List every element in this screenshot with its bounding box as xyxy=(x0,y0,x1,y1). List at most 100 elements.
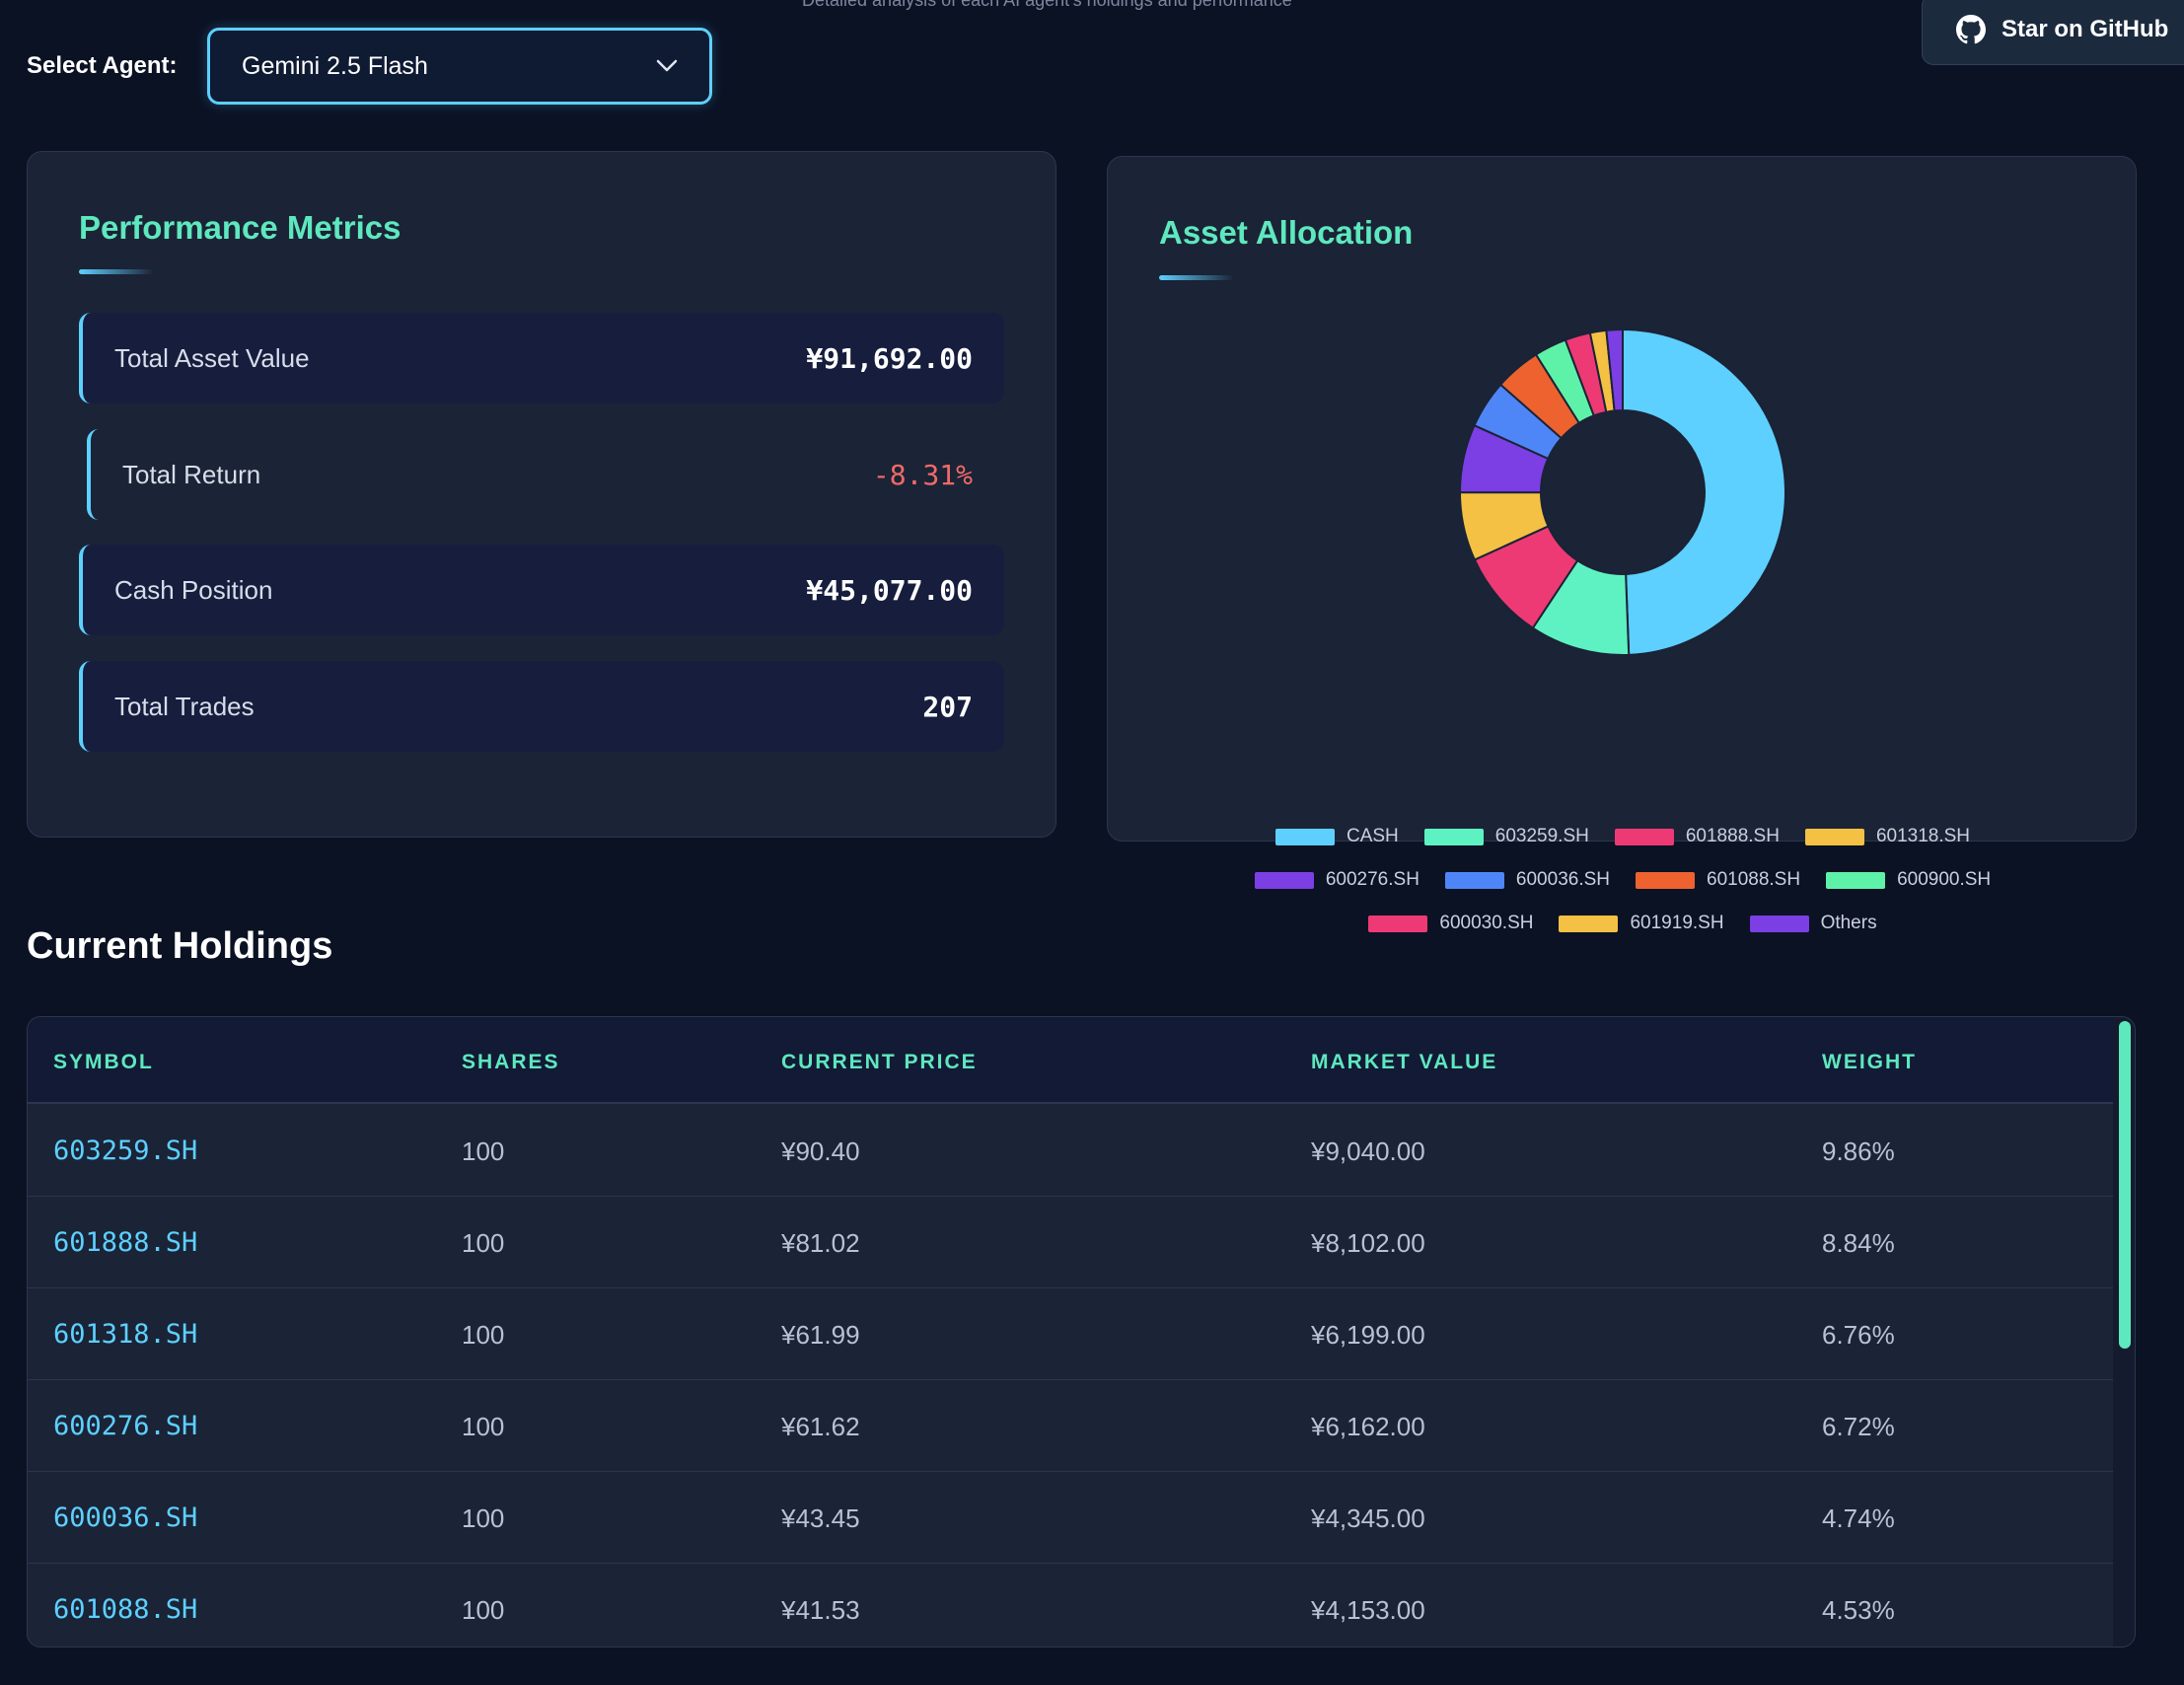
symbol-cell[interactable]: 601888.SH xyxy=(53,1227,198,1258)
holdings-table: SYMBOL SHARES CURRENT PRICE MARKET VALUE… xyxy=(27,1016,2136,1648)
legend-row: 600030.SH 601919.SH Others xyxy=(1108,911,2138,936)
column-header-shares[interactable]: SHARES xyxy=(462,1051,560,1073)
metric-value: -8.31% xyxy=(872,458,973,491)
legend-label: 600900.SH xyxy=(1897,869,1992,890)
legend-swatch xyxy=(1254,871,1314,889)
donut-slice-others[interactable] xyxy=(1605,328,1624,412)
legend-label: 601888.SH xyxy=(1685,826,1780,846)
legend-item[interactable]: 601088.SH xyxy=(1636,869,1800,891)
price-cell: ¥81.02 xyxy=(781,1228,860,1258)
price-cell: ¥61.62 xyxy=(781,1412,860,1441)
donut-slice-cash[interactable] xyxy=(1622,328,1786,656)
symbol-cell[interactable]: 603259.SH xyxy=(53,1136,198,1166)
symbol-cell[interactable]: 600036.SH xyxy=(53,1502,198,1533)
selected-agent-value: Gemini 2.5 Flash xyxy=(242,51,428,80)
legend-label: 601919.SH xyxy=(1630,913,1724,933)
table-row[interactable]: 600036.SH 100 ¥43.45 ¥4,345.00 4.74% xyxy=(28,1472,2115,1564)
title-underline xyxy=(79,269,154,274)
legend-label: 600030.SH xyxy=(1439,913,1534,933)
legend-label: Others xyxy=(1820,913,1877,933)
shares-cell: 100 xyxy=(462,1320,505,1350)
legend-row: 600276.SH 600036.SH 601088.SH 600900.SH xyxy=(1108,867,2138,893)
asset-allocation-card: Asset Allocation CASH 603259.SH 601888.SH 6… xyxy=(1107,156,2137,933)
table-row[interactable]: 601888.SH 100 ¥81.02 ¥8,102.00 8.84% xyxy=(28,1197,2115,1288)
weight-cell: 4.53% xyxy=(1822,1595,1895,1625)
legend-item[interactable]: 601888.SH xyxy=(1614,826,1780,847)
legend-item[interactable]: 601919.SH xyxy=(1559,913,1724,934)
price-cell: ¥61.99 xyxy=(781,1320,860,1350)
weight-cell: 8.84% xyxy=(1822,1228,1895,1258)
legend-label: 600036.SH xyxy=(1515,869,1610,890)
legend-swatch xyxy=(1368,915,1428,932)
github-icon xyxy=(1956,15,1986,44)
performance-metrics-title: Performance Metrics xyxy=(79,209,401,246)
metric-total-trades: Total Trades 207 xyxy=(79,661,1004,752)
legend-item[interactable]: Others xyxy=(1749,913,1877,934)
price-cell: ¥41.53 xyxy=(781,1595,860,1625)
legend-item[interactable]: 603259.SH xyxy=(1423,826,1589,847)
legend-label: 603259.SH xyxy=(1494,826,1589,846)
symbol-cell[interactable]: 600276.SH xyxy=(53,1411,198,1441)
legend-swatch xyxy=(1826,871,1886,889)
metric-value: ¥91,692.00 xyxy=(806,341,973,375)
scrollbar-thumb[interactable] xyxy=(2119,1021,2131,1349)
shares-cell: 100 xyxy=(462,1228,505,1258)
column-header-current-price[interactable]: CURRENT PRICE xyxy=(781,1051,978,1073)
page-subtitle: Detailed analysis of each AI agent's hol… xyxy=(802,0,1292,10)
metric-label: Total Return xyxy=(122,459,261,489)
legend-swatch xyxy=(1749,915,1809,932)
column-header-market-value[interactable]: MARKET VALUE xyxy=(1311,1051,1498,1073)
price-cell: ¥43.45 xyxy=(781,1503,860,1533)
market-value-cell: ¥4,345.00 xyxy=(1311,1503,1425,1533)
legend-label: 601088.SH xyxy=(1707,869,1801,890)
market-value-cell: ¥4,153.00 xyxy=(1311,1595,1425,1625)
shares-cell: 100 xyxy=(462,1412,505,1441)
table-row[interactable]: 603259.SH 100 ¥90.40 ¥9,040.00 9.86% xyxy=(28,1105,2115,1197)
performance-metrics-card: Performance Metrics Total Asset Value ¥9… xyxy=(27,151,1056,838)
legend-item[interactable]: 600036.SH xyxy=(1444,869,1610,891)
legend-swatch xyxy=(1614,828,1674,845)
price-cell: ¥90.40 xyxy=(781,1136,860,1166)
weight-cell: 4.74% xyxy=(1822,1503,1895,1533)
column-header-symbol[interactable]: SYMBOL xyxy=(53,1051,154,1073)
metric-total-asset-value: Total Asset Value ¥91,692.00 xyxy=(79,313,1004,403)
shares-cell: 100 xyxy=(462,1136,505,1166)
metric-cash-position: Cash Position ¥45,077.00 xyxy=(79,545,1004,635)
legend-item[interactable]: 600276.SH xyxy=(1254,869,1420,891)
star-on-github-button[interactable]: Star on GitHub xyxy=(1922,0,2184,65)
metric-value: ¥45,077.00 xyxy=(806,573,973,607)
market-value-cell: ¥6,199.00 xyxy=(1311,1320,1425,1350)
legend-item[interactable]: CASH xyxy=(1274,826,1399,847)
agent-select-dropdown[interactable]: Gemini 2.5 Flash xyxy=(207,28,712,105)
legend-item[interactable]: 600030.SH xyxy=(1368,913,1533,934)
legend-item[interactable]: 601318.SH xyxy=(1804,826,1970,847)
legend-swatch xyxy=(1559,915,1619,932)
weight-cell: 6.72% xyxy=(1822,1412,1895,1441)
github-button-label: Star on GitHub xyxy=(2002,16,2169,42)
legend-item[interactable]: 600900.SH xyxy=(1826,869,1991,891)
agent-selector-row: Select Agent: Gemini 2.5 Flash xyxy=(27,28,712,105)
table-header: SYMBOL SHARES CURRENT PRICE MARKET VALUE… xyxy=(28,1017,2115,1104)
legend-swatch xyxy=(1274,828,1335,845)
chevron-down-icon xyxy=(656,59,678,72)
shares-cell: 100 xyxy=(462,1503,505,1533)
symbol-cell[interactable]: 601318.SH xyxy=(53,1319,198,1350)
metric-label: Cash Position xyxy=(114,574,273,605)
legend-row: CASH 603259.SH 601888.SH 601318.SH xyxy=(1108,824,2138,849)
legend-swatch xyxy=(1444,871,1504,889)
legend-swatch xyxy=(1423,828,1484,845)
market-value-cell: ¥9,040.00 xyxy=(1311,1136,1425,1166)
legend-swatch xyxy=(1636,871,1695,889)
asset-allocation-title: Asset Allocation xyxy=(1159,214,1414,251)
table-row[interactable]: 601318.SH 100 ¥61.99 ¥6,199.00 6.76% xyxy=(28,1288,2115,1380)
table-row[interactable]: 600276.SH 100 ¥61.62 ¥6,162.00 6.72% xyxy=(28,1380,2115,1472)
column-header-weight[interactable]: WEIGHT xyxy=(1822,1051,1917,1073)
weight-cell: 6.76% xyxy=(1822,1320,1895,1350)
table-row[interactable]: 601088.SH 100 ¥41.53 ¥4,153.00 4.53% xyxy=(28,1564,2115,1647)
chart-legend: CASH 603259.SH 601888.SH 601318.SH 600276.SH… xyxy=(1108,824,2138,954)
symbol-cell[interactable]: 601088.SH xyxy=(53,1594,198,1625)
table-scrollbar[interactable] xyxy=(2113,1017,2135,1647)
weight-cell: 9.86% xyxy=(1822,1136,1895,1166)
legend-label: 600276.SH xyxy=(1325,869,1420,890)
metric-label: Total Trades xyxy=(114,691,255,721)
